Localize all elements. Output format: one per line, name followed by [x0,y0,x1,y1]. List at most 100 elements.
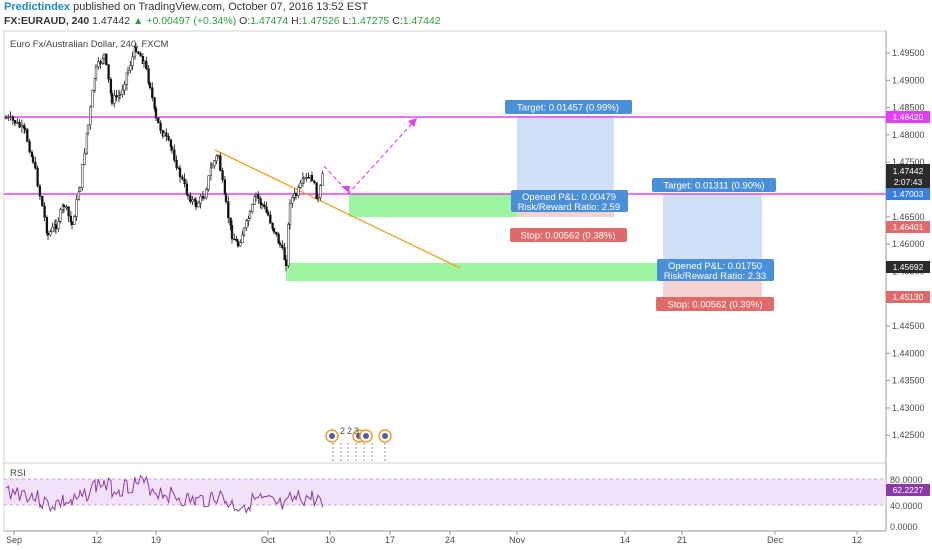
candle-body [283,247,286,260]
candle-body [291,197,294,204]
pnl-label-2[interactable]: Opened P&L: 0.01750 Risk/Reward Ratio: 2… [657,259,774,282]
event-markers[interactable]: 2 2 3 [325,426,392,462]
profit-zone-2[interactable] [286,263,664,281]
candle-body [259,198,262,205]
time-tick-label: 10 [325,535,335,545]
candle-body [153,97,156,109]
candle-body [49,231,52,236]
candle-body [93,78,97,91]
candle-body [43,205,46,218]
candlestick-series[interactable] [4,43,324,272]
price-tick-label: 1.49500 [892,48,925,58]
target-zone-1[interactable] [517,117,614,194]
price-tag-stop-1: 1.46401 [886,221,930,233]
rsi-current-tag: 62.2227 [886,484,930,496]
author-name[interactable]: Predictindex [4,1,71,13]
trendline[interactable] [214,149,461,269]
candle-body [102,53,106,60]
candle-body [265,206,268,213]
candle-body [229,217,232,226]
candle-body [202,197,206,200]
candle-body [245,220,248,229]
price-tick-label: 1.43500 [892,376,925,386]
candle-body [62,205,66,208]
projection-path[interactable] [323,117,418,194]
rsi-line[interactable] [5,474,324,514]
candle-body [16,121,19,124]
svg-text:1.47442: 1.47442 [893,166,924,176]
candle-body [34,161,37,169]
candle-body [94,66,98,79]
candle-body [241,234,244,244]
svg-text:1.45692: 1.45692 [893,262,924,272]
profit-zone-1[interactable] [349,194,518,217]
price-tag-current-2: 1.45692 [886,261,930,273]
candle-body [123,84,126,91]
stop-label-2[interactable]: Stop: 0.00562 (0.39%) [656,297,774,311]
stop-label-1[interactable]: Stop: 0.00562 (0.38%) [510,228,627,242]
svg-text:1.45130: 1.45130 [893,292,924,302]
candle-body [118,94,122,96]
candle-body [233,238,236,241]
candle-body [117,95,121,98]
candle-body [210,165,214,169]
candle-body [151,87,154,99]
target-zone-2[interactable] [663,194,762,264]
candle-body [83,152,86,165]
candle-body [223,179,227,195]
price-axis[interactable]: 1.49500 1.49000 1.48500 1.48000 1.47500 1.470… [886,48,925,440]
candle-body [194,200,198,208]
candle-body [13,120,17,124]
svg-text:Opened P&L: 0.00479: Opened P&L: 0.00479 [522,192,616,203]
candle-body [69,215,73,223]
candle-body [9,116,12,118]
symbol-label[interactable]: FX:EURAUD, 240 [4,15,90,27]
candle-body [299,182,302,188]
svg-text:Risk/Reward Ratio: 2.33: Risk/Reward Ratio: 2.33 [664,271,766,282]
candle-body [77,191,81,200]
candle-body [157,117,160,124]
high-label: H: [291,15,302,27]
candle-body [251,204,254,212]
candle-body [45,217,49,234]
pnl-label-1[interactable]: Opened P&L: 0.00479 Risk/Reward Ratio: 2… [511,190,628,213]
time-tick-label: 19 [151,535,161,545]
candle-body [185,183,189,195]
candle-body [297,187,300,196]
candle-body [281,244,284,248]
candle-body [310,175,314,182]
candle-body [86,124,90,134]
price-tick-label: 1.46000 [892,239,925,249]
candle-body [316,197,320,200]
candle-body [126,70,130,74]
candle-body [170,146,174,151]
chart-header: Predictindex published on TradingView.co… [4,1,368,15]
candle-body [41,195,44,207]
candle-body [139,53,142,57]
candle-body [319,185,322,199]
target-label-1[interactable]: Target: 0.01457 (0.99%) [505,100,632,114]
candle-body [321,173,324,186]
candle-body [97,61,100,68]
candle-body [236,240,240,247]
target-label-2[interactable]: Target: 0.01311 (0.90%) [652,178,776,192]
candle-body [186,194,190,196]
candle-body [227,201,230,219]
price-tick-label: 1.46500 [892,212,925,222]
time-tick-label: 12 [852,535,862,545]
candle-body [219,155,222,171]
candle-body [46,232,50,236]
open-value: 1.47474 [250,15,289,27]
candle-body [277,233,280,244]
candle-body [105,53,108,65]
candle-body [110,93,114,104]
time-axis[interactable]: Sep 12 19 Oct 10 17 24 Nov 14 21 Dec 12 [6,531,862,545]
rsi-label: RSI [10,468,26,479]
candle-body [38,195,42,197]
price-tag-lower-line: 1.47003 [886,188,930,200]
candle-body [159,122,162,131]
candle-body [235,239,238,242]
price-tick-label: 1.42500 [892,430,925,440]
candle-body [175,160,178,169]
